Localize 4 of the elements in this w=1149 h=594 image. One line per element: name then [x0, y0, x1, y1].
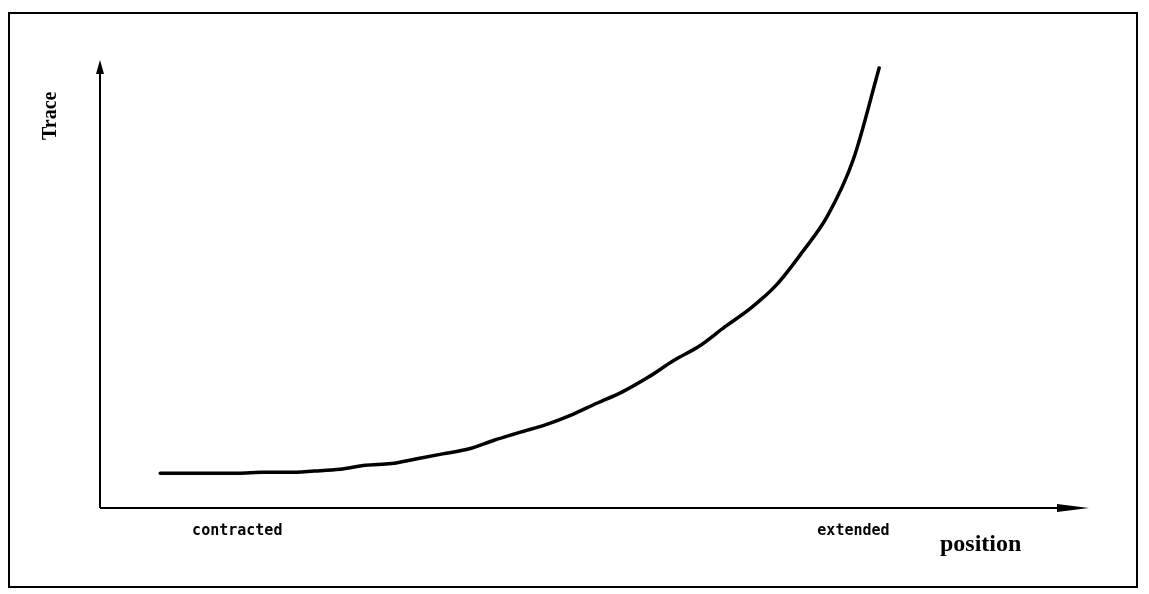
- x-tick-label: contracted: [192, 520, 283, 539]
- x-tick-label: extended: [817, 520, 890, 539]
- x-axis-title: position: [940, 530, 1022, 557]
- y-axis-title: Trace: [38, 91, 61, 140]
